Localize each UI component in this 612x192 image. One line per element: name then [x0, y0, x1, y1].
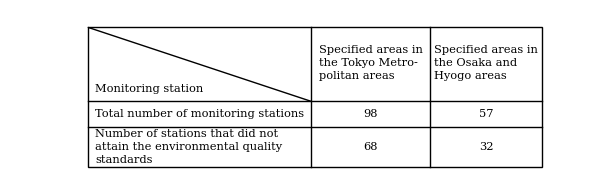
- Text: 68: 68: [364, 142, 378, 152]
- Text: Specified areas in
the Tokyo Metro-
politan areas: Specified areas in the Tokyo Metro- poli…: [319, 45, 422, 81]
- Text: Total number of monitoring stations: Total number of monitoring stations: [95, 109, 305, 119]
- Text: Monitoring station: Monitoring station: [95, 84, 204, 94]
- Text: Specified areas in
the Osaka and
Hyogo areas: Specified areas in the Osaka and Hyogo a…: [434, 45, 538, 81]
- Text: Number of stations that did not
attain the environmental quality
standards: Number of stations that did not attain t…: [95, 129, 283, 166]
- Text: 57: 57: [479, 109, 493, 119]
- Text: 98: 98: [364, 109, 378, 119]
- Text: 32: 32: [479, 142, 493, 152]
